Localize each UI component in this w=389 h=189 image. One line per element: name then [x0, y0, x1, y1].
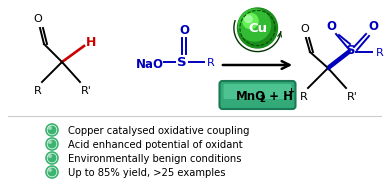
Circle shape [47, 139, 56, 149]
Text: Cu: Cu [248, 22, 267, 36]
Circle shape [46, 166, 58, 178]
Text: MnO: MnO [235, 90, 266, 102]
Text: +: + [287, 87, 294, 95]
Text: R: R [34, 86, 42, 96]
Circle shape [48, 126, 52, 130]
Circle shape [238, 8, 277, 48]
Text: Up to 85% yield, >25 examples: Up to 85% yield, >25 examples [68, 168, 226, 178]
Circle shape [48, 140, 52, 144]
Text: O: O [33, 14, 42, 24]
Text: Acid enhanced potential of oxidant: Acid enhanced potential of oxidant [68, 140, 243, 150]
Circle shape [46, 152, 58, 164]
Text: + H: + H [266, 90, 293, 102]
Text: O: O [179, 25, 189, 37]
Text: R': R' [347, 92, 357, 102]
Circle shape [243, 13, 258, 29]
Circle shape [245, 15, 252, 23]
Circle shape [46, 138, 58, 150]
Text: NaO: NaO [136, 57, 164, 70]
Circle shape [46, 124, 58, 136]
Text: O: O [368, 19, 378, 33]
Text: R': R' [81, 86, 91, 96]
Text: Copper catalysed oxidative coupling: Copper catalysed oxidative coupling [68, 126, 249, 136]
FancyBboxPatch shape [219, 81, 296, 109]
Circle shape [238, 9, 270, 41]
Text: 2: 2 [259, 95, 265, 105]
Text: R: R [376, 48, 384, 58]
Text: R: R [207, 58, 215, 68]
Circle shape [48, 168, 52, 172]
Text: S: S [177, 57, 187, 70]
Text: O: O [301, 24, 309, 34]
Circle shape [47, 153, 56, 163]
FancyBboxPatch shape [224, 84, 291, 99]
Circle shape [47, 167, 56, 177]
Text: O: O [326, 19, 336, 33]
Text: R: R [300, 92, 308, 102]
Text: S: S [346, 43, 356, 57]
Circle shape [47, 125, 56, 135]
Circle shape [48, 154, 52, 158]
Text: H: H [86, 36, 96, 50]
Text: Environmentally benign conditions: Environmentally benign conditions [68, 154, 242, 164]
Polygon shape [328, 49, 350, 70]
